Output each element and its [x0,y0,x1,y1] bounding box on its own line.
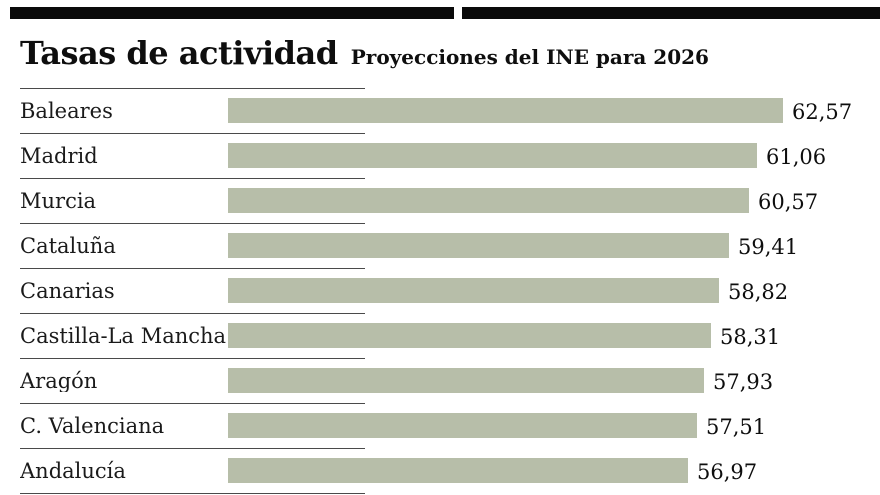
value-label: 57,51 [706,414,767,439]
value-label: 56,97 [697,459,758,484]
chart-title: Tasas de actividad [20,34,338,72]
chart-subtitle: Proyecciones del INE para 2026 [350,45,709,69]
category-label: Cataluña [20,234,116,257]
top-rule-right [462,7,880,19]
bar-row: Murcia 60,57 [20,178,880,223]
bar-row: C. Valenciana 57,51 [20,403,880,448]
bar-row: Andalucía 56,97 [20,448,880,493]
bar [228,143,757,168]
bar [228,413,697,438]
value-label: 59,41 [738,234,799,259]
category-label: Canarias [20,279,115,302]
category-label: Madrid [20,144,98,167]
bottom-rule [20,493,365,494]
bar [228,323,711,348]
value-label: 60,57 [758,189,819,214]
category-label: C. Valenciana [20,414,165,437]
bar-row: Madrid 61,06 [20,133,880,178]
value-label: 58,31 [720,324,781,349]
bar [228,98,783,123]
category-label: Baleares [20,99,113,122]
value-label: 57,93 [713,369,774,394]
bar [228,188,749,213]
value-label: 58,82 [728,279,789,304]
bar [228,233,729,258]
category-label: Aragón [20,369,98,392]
bar [228,368,704,393]
category-label: Murcia [20,189,97,212]
top-rule-left [10,7,454,19]
bar-row: Cataluña 59,41 [20,223,880,268]
bar-rows: Baleares 62,57 Madrid 61,06 Murcia 60,57 Catal… [20,88,880,493]
category-label: Castilla-La Mancha [20,324,227,347]
value-label: 62,57 [792,99,853,124]
category-label: Andalucía [20,459,126,482]
bar-row: Aragón 57,93 [20,358,880,403]
bar-row: Castilla-La Mancha 58,31 [20,313,880,358]
bar [228,278,719,303]
chart-header: Tasas de actividad Proyecciones del INE … [20,34,860,72]
bar-row: Baleares 62,57 [20,88,880,133]
value-label: 61,06 [766,144,827,169]
bar-row: Canarias 58,82 [20,268,880,313]
bar [228,458,688,483]
